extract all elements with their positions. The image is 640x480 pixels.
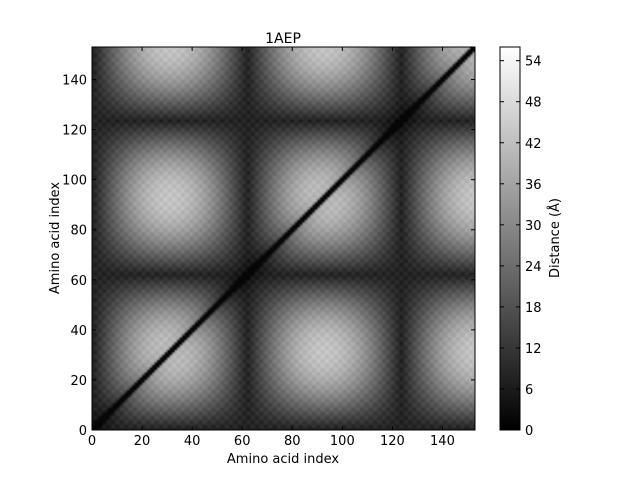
colorbar-frame xyxy=(499,46,521,431)
colorbar: 0 6 12 18 24 30 36 42 48 54 Distance (Å) xyxy=(499,46,563,439)
y-tick-label: 120 xyxy=(62,124,87,139)
y-tick-label: 80 xyxy=(70,224,87,239)
y-tick-label: 100 xyxy=(62,174,87,189)
y-tick-label: 60 xyxy=(70,274,87,289)
y-tick-label: 0 xyxy=(79,424,87,439)
chart-title: 1AEP xyxy=(265,31,301,47)
x-tick-label: 60 xyxy=(234,434,251,449)
colorbar-tick-label: 12 xyxy=(525,342,542,357)
colorbar-tick-label: 30 xyxy=(525,219,542,234)
colorbar-tick-label: 0 xyxy=(525,424,533,439)
x-axis-label: Amino acid index xyxy=(227,452,339,467)
y-tick-label: 40 xyxy=(70,324,87,339)
colorbar-gradient xyxy=(500,47,520,430)
colorbar-tick-label: 6 xyxy=(525,383,533,398)
colorbar-tick-label: 24 xyxy=(525,260,542,275)
y-axis-ticks: 0 20 40 60 80 100 120 140 xyxy=(62,74,475,439)
y-tick-label: 140 xyxy=(62,74,87,89)
colorbar-tick-label: 42 xyxy=(525,137,542,152)
x-tick-label: 80 xyxy=(284,434,301,449)
x-tick-label: 40 xyxy=(184,434,201,449)
distance-heatmap xyxy=(92,47,475,430)
colorbar-tick-label: 48 xyxy=(525,96,542,111)
colorbar-tick-label: 36 xyxy=(525,178,542,193)
x-tick-label: 120 xyxy=(380,434,405,449)
plot-frame xyxy=(91,46,476,431)
x-tick-label: 100 xyxy=(330,434,355,449)
y-tick-label: 20 xyxy=(70,374,87,389)
y-axis-label: Amino acid index xyxy=(48,182,63,294)
colorbar-label: Distance (Å) xyxy=(547,198,563,278)
x-tick-label: 0 xyxy=(88,434,96,449)
heatmap-plot: 0 20 40 60 80 100 120 140 0 20 40 60 80 100 120 140 xyxy=(62,46,476,449)
x-tick-label: 140 xyxy=(430,434,455,449)
colorbar-tick-label: 18 xyxy=(525,301,542,316)
x-tick-label: 20 xyxy=(134,434,151,449)
x-axis-ticks: 0 20 40 60 80 100 120 140 xyxy=(88,47,455,449)
colorbar-ticks: 0 6 12 18 24 30 36 42 48 54 xyxy=(500,55,542,439)
colorbar-tick-label: 54 xyxy=(525,55,542,70)
